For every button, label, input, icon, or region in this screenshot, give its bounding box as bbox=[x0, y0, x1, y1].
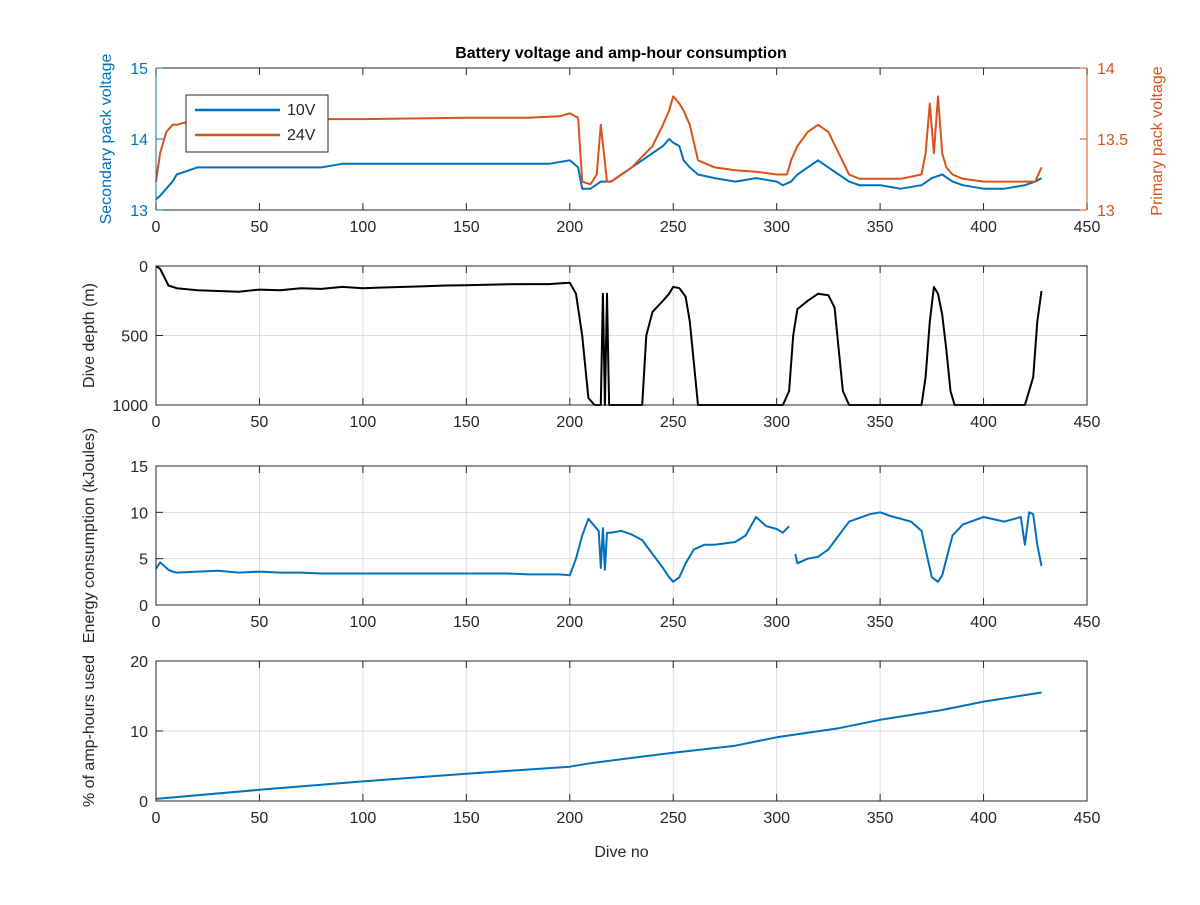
y-tick-label: 10 bbox=[130, 505, 148, 522]
x-tick-label: 100 bbox=[350, 414, 377, 431]
legend: 10V 24V bbox=[185, 94, 329, 153]
x-tick-label: 200 bbox=[556, 810, 583, 827]
x-tick-label: 250 bbox=[660, 614, 687, 631]
x-tick-label: 50 bbox=[251, 219, 269, 236]
y-tick-label: 5 bbox=[139, 552, 148, 569]
axes-box bbox=[155, 465, 1088, 606]
x-tick-label: 450 bbox=[1074, 614, 1101, 631]
x-tick-label: 450 bbox=[1074, 810, 1101, 827]
x-tick-label: 350 bbox=[867, 414, 894, 431]
x-tick-label: 300 bbox=[763, 414, 790, 431]
x-tick-label: 0 bbox=[152, 219, 161, 236]
x-tick-label: 400 bbox=[970, 614, 997, 631]
x-tick-label: 400 bbox=[970, 414, 997, 431]
x-tick-label: 450 bbox=[1074, 414, 1101, 431]
x-tick-label: 350 bbox=[867, 219, 894, 236]
x-tick-label: 250 bbox=[660, 414, 687, 431]
x-tick-label: 200 bbox=[556, 219, 583, 236]
y-right-tick-label: 13.5 bbox=[1097, 132, 1128, 149]
y-axis-label: Energy consumption (kJoules) bbox=[81, 428, 98, 643]
x-tick-label: 0 bbox=[152, 810, 161, 827]
y-tick-label: 15 bbox=[130, 459, 148, 476]
x-tick-label: 150 bbox=[453, 810, 480, 827]
x-tick-label: 50 bbox=[251, 614, 269, 631]
y-axis-label: Secondary pack voltage bbox=[98, 54, 115, 225]
x-tick-label: 150 bbox=[453, 414, 480, 431]
x-tick-label: 150 bbox=[453, 614, 480, 631]
series-line-3-1 bbox=[155, 511, 1043, 583]
y-tick-label: 0 bbox=[139, 794, 148, 811]
x-tick-label: 350 bbox=[867, 810, 894, 827]
y-axis-label: Dive depth (m) bbox=[81, 283, 98, 388]
y-tick-label: 0 bbox=[139, 598, 148, 615]
legend-label-24v: 24V bbox=[287, 127, 316, 144]
x-tick-label: 50 bbox=[251, 414, 269, 431]
chart-panel-1: 0 50 100 150 200 250 300 350 400 4501314151313.51… bbox=[98, 54, 1166, 236]
series-line-1-1 bbox=[155, 138, 1042, 201]
series-line-2-1 bbox=[155, 265, 1043, 406]
series-line-4-1 bbox=[155, 691, 1042, 800]
x-tick-label: 450 bbox=[1074, 219, 1101, 236]
y-tick-label: 14 bbox=[130, 132, 148, 149]
x-tick-label: 0 bbox=[152, 414, 161, 431]
y-tick-label: 10 bbox=[130, 724, 148, 741]
chart-panel-3: 0 50 100 150 200 250 300 350 400 450 0 5 10 15 Energy … bbox=[81, 428, 1100, 643]
y-tick-label: 1000 bbox=[112, 398, 148, 415]
x-tick-label: 150 bbox=[453, 219, 480, 236]
y-tick-label: 13 bbox=[130, 203, 148, 220]
y-tick-label: 500 bbox=[121, 329, 148, 346]
x-tick-label: 300 bbox=[763, 219, 790, 236]
y-right-tick-label: 14 bbox=[1097, 61, 1115, 78]
x-tick-label: 350 bbox=[867, 614, 894, 631]
x-tick-label: 0 bbox=[152, 614, 161, 631]
x-axis-label: Dive no bbox=[594, 844, 648, 861]
x-tick-label: 400 bbox=[970, 219, 997, 236]
y-tick-label: 0 bbox=[139, 259, 148, 276]
series-line-1-2 bbox=[155, 95, 1043, 186]
x-tick-label: 200 bbox=[556, 614, 583, 631]
x-tick-label: 300 bbox=[763, 614, 790, 631]
chart-title: Battery voltage and amp-hour consumption bbox=[455, 45, 787, 62]
y-axis-right-label: Primary pack voltage bbox=[1149, 66, 1166, 215]
x-tick-label: 100 bbox=[350, 219, 377, 236]
x-tick-label: 100 bbox=[350, 810, 377, 827]
y-tick-label: 20 bbox=[130, 654, 148, 671]
y-tick-label: 15 bbox=[130, 61, 148, 78]
x-tick-label: 200 bbox=[556, 414, 583, 431]
x-tick-label: 50 bbox=[251, 810, 269, 827]
chart-panel-2: 0 50 100 150 200 250 300 350 400 450 0 500 1000 Dive … bbox=[81, 259, 1100, 431]
x-tick-label: 100 bbox=[350, 614, 377, 631]
y-axis-label: % of amp-hours used bbox=[81, 655, 98, 807]
legend-label-10v: 10V bbox=[287, 102, 316, 119]
x-tick-label: 250 bbox=[660, 810, 687, 827]
x-tick-label: 400 bbox=[970, 810, 997, 827]
y-right-tick-label: 13 bbox=[1097, 203, 1115, 220]
x-tick-label: 250 bbox=[660, 219, 687, 236]
x-tick-label: 300 bbox=[763, 810, 790, 827]
chart-panel-4: 0 50 100 150 200 250 300 350 400 450 0 10 20 % of amp… bbox=[81, 654, 1100, 861]
